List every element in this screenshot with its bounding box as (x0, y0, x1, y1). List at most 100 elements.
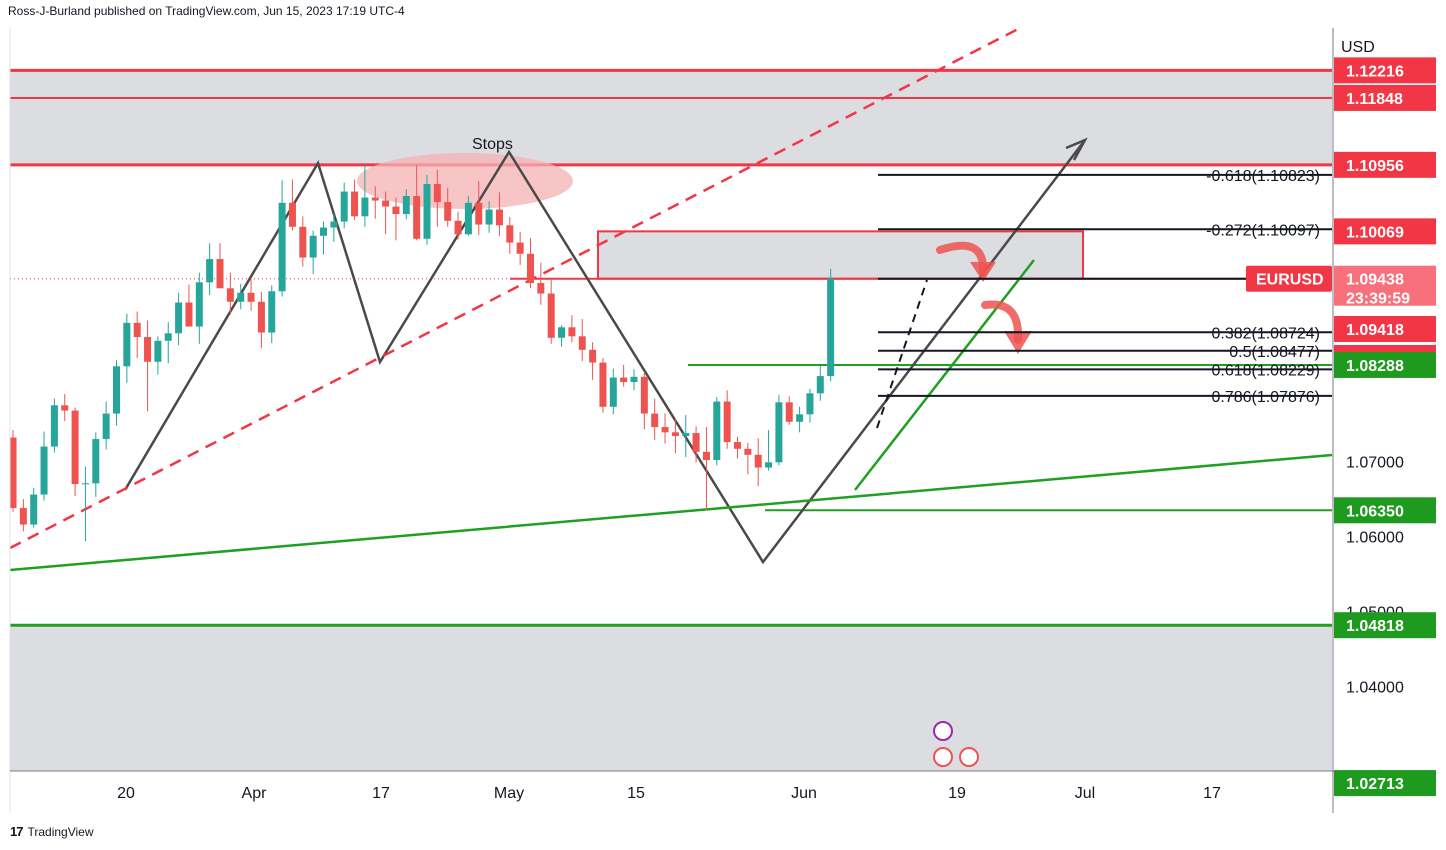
price-badge: 1.10069 (1334, 218, 1436, 245)
candle (102, 401, 110, 450)
time-tick-label: 19 (948, 785, 966, 802)
candle (50, 398, 58, 453)
candle (340, 182, 348, 229)
candle-body (640, 376, 648, 414)
time-tick-label: 17 (372, 785, 390, 802)
candle-body (30, 494, 38, 525)
tradingview-brand: TradingView (27, 824, 94, 839)
candle (288, 179, 296, 231)
candle-body (744, 448, 752, 455)
candle-body (40, 446, 48, 495)
candle-body (268, 291, 276, 333)
publisher-header: Ross-J-Burland published on TradingView.… (8, 4, 405, 18)
candle-body (50, 405, 58, 447)
fib-label: 0.618(1.08229) (1211, 362, 1320, 379)
price-badge-text: 1.11848 (1346, 91, 1403, 108)
tradingview-logo-icon: 17 (10, 824, 24, 839)
candle-body (651, 413, 659, 428)
candle (671, 418, 679, 454)
candle-body (723, 401, 731, 443)
time-tick-label: 20 (117, 785, 135, 802)
candle-body (485, 209, 493, 225)
price-badge: 1.11848 (1334, 84, 1436, 111)
red-dashed-trendline (9, 26, 1021, 550)
price-badge: 1.09418 (1334, 316, 1436, 342)
price-badge-text: 1.08288 (1346, 358, 1404, 375)
candle-body (630, 376, 638, 383)
candle (299, 216, 307, 267)
time-tick-label: 15 (627, 785, 645, 802)
candle-body (123, 322, 131, 367)
candle (164, 322, 172, 364)
time-tick-label: Jul (1075, 785, 1095, 802)
candle-body (827, 278, 835, 377)
candle (9, 430, 17, 512)
candle (723, 390, 731, 449)
candle-body (702, 451, 710, 461)
candle-body (537, 283, 545, 294)
current-price-bg (1334, 265, 1436, 306)
candle-body (816, 376, 824, 394)
candle-body (806, 393, 814, 415)
candle (278, 180, 286, 297)
candle-body (206, 259, 214, 283)
candle (495, 192, 503, 236)
candle (620, 364, 628, 387)
candle-body (361, 197, 369, 217)
black-dashed-projection (876, 279, 928, 429)
candle-body (775, 402, 783, 463)
stops-highlight-ellipse (357, 153, 573, 209)
price-badge-bg (1334, 316, 1436, 342)
fib-label: -0.272(1.10097) (1206, 222, 1320, 239)
candle-body (444, 202, 452, 221)
support-zone (10, 625, 1332, 771)
candle-body (692, 433, 700, 452)
price-badge-bg (1334, 84, 1436, 111)
candle (40, 431, 48, 501)
candle (682, 415, 690, 458)
price-badge-bg (1334, 218, 1436, 245)
candle-body (61, 405, 69, 411)
candle (195, 272, 203, 344)
time-tick-label: 17 (1203, 785, 1221, 802)
candle-body (371, 197, 379, 201)
candle (609, 368, 617, 415)
candle (30, 487, 38, 528)
candle (433, 169, 441, 227)
green-short-trendline (854, 259, 1035, 491)
price-badge: 1.02713 (1334, 770, 1436, 797)
candle (589, 342, 597, 380)
price-badge-bg (1334, 770, 1436, 797)
candle (568, 315, 576, 343)
candle (320, 221, 327, 255)
candle-body (320, 227, 327, 236)
price-badge-bg (1334, 497, 1436, 524)
candle (144, 320, 152, 412)
candle (806, 388, 814, 423)
candle (361, 165, 369, 227)
candle-body (175, 302, 183, 334)
candle-body (144, 337, 152, 362)
candle (402, 189, 410, 220)
curved-down-arrow-lower-head (1004, 331, 1032, 354)
candle (175, 292, 183, 346)
price-tick-label: 1.04000 (1346, 680, 1404, 697)
candle-body (558, 327, 566, 338)
price-badge-bg (1334, 612, 1436, 639)
candle (547, 277, 555, 344)
candle-body (133, 322, 141, 338)
candle (775, 394, 783, 466)
price-badge: 1.12216 (1334, 57, 1436, 84)
candle (81, 466, 89, 542)
candle-body (765, 462, 773, 468)
price-badge-text: 1.12216 (1346, 63, 1404, 80)
candle (744, 442, 752, 475)
symbol-price-badge: EURUSD 1.09438 23:39:59 (1246, 265, 1436, 308)
candle-body (495, 209, 503, 226)
candle (464, 196, 472, 236)
curved-down-arrow-upper-head (970, 262, 996, 282)
candle (692, 426, 700, 463)
candle (754, 438, 762, 487)
candle (330, 214, 338, 242)
